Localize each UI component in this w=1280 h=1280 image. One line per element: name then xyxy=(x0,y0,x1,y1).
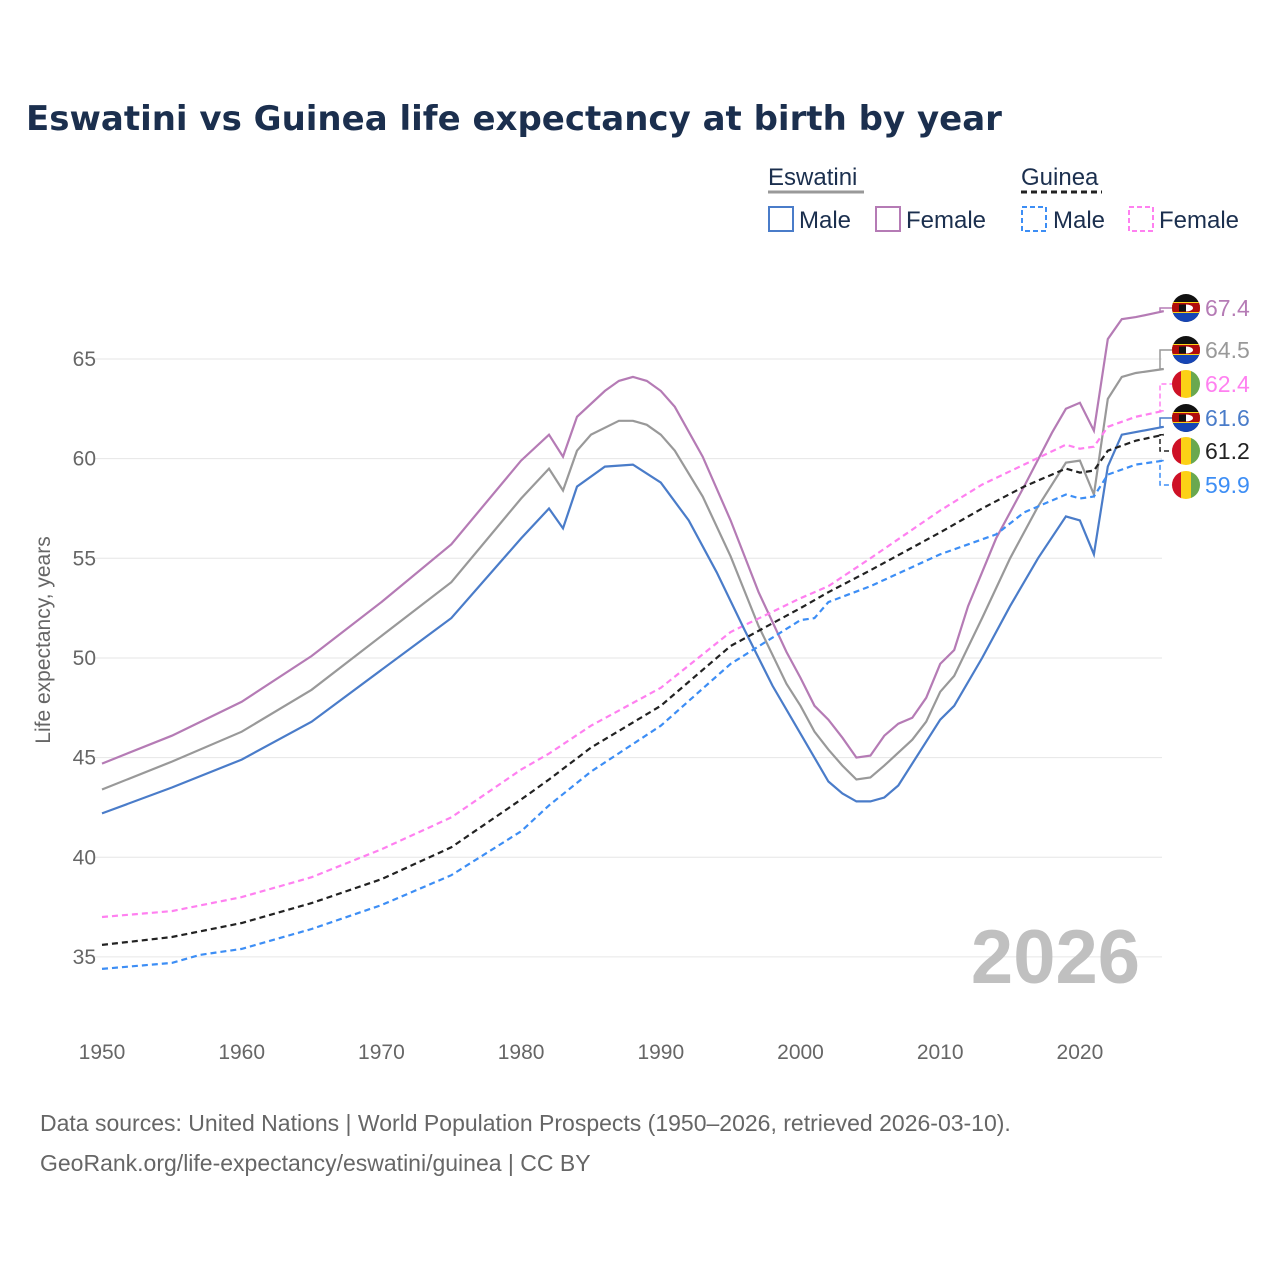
flag-body xyxy=(1172,471,1200,499)
series-line-guinea xyxy=(101,433,1164,946)
series-line-guinea-female xyxy=(101,409,1164,919)
eswatini-flag-icon xyxy=(1172,336,1200,364)
y-tick-label: 45 xyxy=(73,747,96,770)
footer-link[interactable]: GeoRank.org/life-expectancy/eswatini/gui… xyxy=(40,1150,591,1176)
end-label-eswatini-female: 67.4 xyxy=(1205,295,1250,321)
flag-shield-dark xyxy=(1179,346,1186,354)
series-line-eswatini-female xyxy=(101,310,1164,765)
legend[interactable]: Eswatini Guinea Male Female Male Female xyxy=(768,164,1239,234)
flag-body xyxy=(1172,336,1200,364)
flag-stripe-green xyxy=(1191,437,1200,465)
flag-bottom xyxy=(1172,311,1200,322)
end-connector-guinea xyxy=(1159,433,1172,452)
series-lines xyxy=(101,310,1164,970)
flag-stripe-yellow xyxy=(1181,437,1191,465)
end-label-guinea-female: 62.4 xyxy=(1205,371,1250,397)
flag-stripe-red xyxy=(1172,471,1182,499)
flag-stripe-yellow xyxy=(1181,471,1191,499)
flag-bottom xyxy=(1172,421,1200,432)
flag-body xyxy=(1172,437,1200,465)
guinea-flag-icon xyxy=(1172,471,1200,499)
end-label-guinea-male: 59.9 xyxy=(1205,472,1250,498)
legend-group-guinea: Guinea xyxy=(1021,164,1099,191)
x-tick-label: 1960 xyxy=(218,1041,265,1064)
legend-guinea-male[interactable]: Male xyxy=(1053,207,1105,234)
flag-stripe-yellow xyxy=(1181,370,1191,398)
y-axis-ticks: 35 40 45 50 55 60 65 xyxy=(73,348,96,969)
flag-stripe-green xyxy=(1191,370,1200,398)
y-tick-label: 55 xyxy=(73,547,96,570)
legend-guinea-female[interactable]: Female xyxy=(1159,207,1239,234)
end-connector-eswatini-male xyxy=(1159,417,1172,428)
legend-eswatini-female-swatch xyxy=(875,206,901,232)
chart-title: Eswatini vs Guinea life expectancy at bi… xyxy=(26,99,1002,139)
x-tick-label: 1950 xyxy=(79,1041,126,1064)
flag-shield-dark xyxy=(1179,304,1186,312)
gridlines xyxy=(95,358,1162,958)
flag-body xyxy=(1172,294,1200,322)
guinea-flag-icon xyxy=(1172,370,1200,398)
end-label-eswatini-male: 61.6 xyxy=(1205,405,1250,431)
guinea-flag-icon xyxy=(1172,437,1200,465)
y-tick-label: 40 xyxy=(73,846,96,869)
legend-group-eswatini: Eswatini xyxy=(768,164,857,191)
x-tick-label: 1970 xyxy=(358,1041,405,1064)
eswatini-flag-icon xyxy=(1172,294,1200,322)
end-connector-eswatini xyxy=(1159,349,1172,370)
legend-eswatini-female[interactable]: Female xyxy=(906,207,986,234)
legend-eswatini-male[interactable]: Male xyxy=(799,207,851,234)
series-line-guinea-male xyxy=(101,459,1164,970)
legend-guinea-male-swatch xyxy=(1021,206,1047,232)
flag-stripe-green xyxy=(1191,471,1200,499)
series-line-eswatini-male xyxy=(101,425,1164,815)
eswatini-flag-icon xyxy=(1172,404,1200,432)
x-tick-label: 1990 xyxy=(637,1041,684,1064)
end-labels: 67.4 64.5 62.4 61.6 61.2 59.9 xyxy=(1159,294,1250,499)
x-tick-label: 1980 xyxy=(498,1041,545,1064)
flag-stripe-red xyxy=(1172,437,1182,465)
end-connector-guinea-female xyxy=(1159,383,1172,412)
y-tick-label: 60 xyxy=(73,448,96,471)
legend-guinea-female-swatch xyxy=(1128,206,1154,232)
y-tick-label: 50 xyxy=(73,647,96,670)
end-connector-guinea-male xyxy=(1159,459,1172,486)
x-tick-label: 2020 xyxy=(1057,1041,1104,1064)
y-tick-label: 35 xyxy=(73,946,96,969)
x-axis-ticks: 1950 1960 1970 1980 1990 2000 2010 2020 xyxy=(79,1041,1104,1064)
y-axis-label: Life expectancy, years xyxy=(32,536,55,743)
footer-sources: Data sources: United Nations | World Pop… xyxy=(40,1110,1011,1136)
series-line-eswatini xyxy=(101,367,1164,791)
y-tick-label: 65 xyxy=(73,348,96,371)
x-tick-label: 2010 xyxy=(917,1041,964,1064)
x-tick-label: 2000 xyxy=(777,1041,824,1064)
flag-stripe-red xyxy=(1172,370,1182,398)
legend-eswatini-male-swatch xyxy=(768,206,794,232)
end-connector-eswatini-female xyxy=(1159,307,1172,312)
flag-body xyxy=(1172,404,1200,432)
flag-body xyxy=(1172,370,1200,398)
flag-shield-dark xyxy=(1179,414,1186,422)
year-watermark: 2026 xyxy=(971,915,1140,1000)
end-label-guinea: 61.2 xyxy=(1205,438,1250,464)
flag-bottom xyxy=(1172,353,1200,364)
end-label-eswatini: 64.5 xyxy=(1205,337,1250,363)
